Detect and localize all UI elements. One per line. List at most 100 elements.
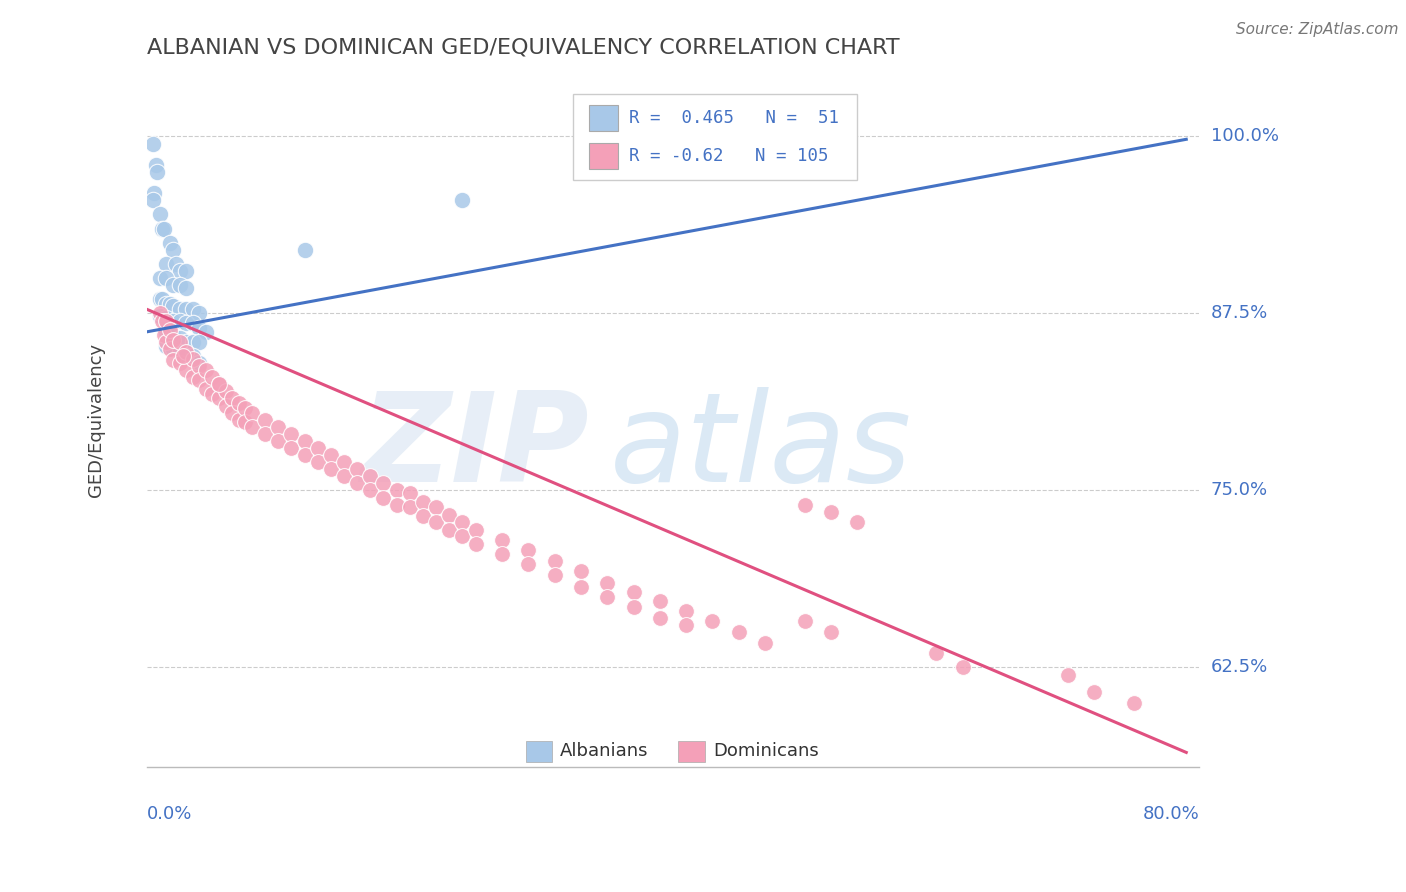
- Point: [181, 351, 204, 366]
- FancyBboxPatch shape: [526, 741, 553, 762]
- Point: [174, 349, 197, 363]
- Point: [294, 243, 316, 257]
- Point: [240, 406, 263, 420]
- Point: [233, 401, 256, 416]
- Point: [152, 221, 174, 235]
- Point: [162, 278, 184, 293]
- Point: [221, 392, 243, 406]
- Point: [543, 568, 565, 582]
- FancyBboxPatch shape: [589, 104, 619, 131]
- Point: [155, 310, 177, 325]
- Point: [214, 384, 236, 399]
- Point: [194, 325, 217, 339]
- Point: [569, 580, 592, 594]
- Point: [373, 491, 395, 505]
- Point: [925, 646, 948, 660]
- Text: 80.0%: 80.0%: [1143, 805, 1199, 823]
- Point: [491, 547, 513, 561]
- Point: [181, 349, 204, 363]
- Point: [636, 139, 658, 153]
- Point: [464, 537, 486, 551]
- Point: [181, 370, 204, 384]
- Point: [149, 271, 172, 285]
- Point: [1122, 696, 1144, 710]
- Point: [174, 302, 197, 317]
- Text: ALBANIAN VS DOMINICAN GED/EQUIVALENCY CORRELATION CHART: ALBANIAN VS DOMINICAN GED/EQUIVALENCY CO…: [146, 37, 900, 57]
- Point: [319, 462, 342, 476]
- Point: [142, 136, 165, 151]
- Point: [155, 334, 177, 349]
- Point: [174, 334, 197, 349]
- Text: ZIP: ZIP: [360, 387, 589, 508]
- Point: [169, 344, 191, 359]
- Text: Albanians: Albanians: [561, 742, 648, 760]
- Point: [174, 281, 197, 295]
- Point: [398, 500, 420, 515]
- Point: [152, 293, 174, 307]
- Point: [793, 498, 815, 512]
- Point: [307, 455, 329, 469]
- Point: [181, 302, 204, 317]
- Point: [1056, 667, 1078, 681]
- FancyBboxPatch shape: [589, 143, 619, 169]
- Point: [159, 296, 181, 310]
- Point: [359, 483, 381, 498]
- Text: Source: ZipAtlas.com: Source: ZipAtlas.com: [1236, 22, 1399, 37]
- Point: [793, 614, 815, 628]
- Point: [155, 339, 177, 353]
- Point: [240, 419, 263, 434]
- Point: [648, 611, 671, 625]
- Point: [155, 271, 177, 285]
- Point: [201, 387, 224, 401]
- Point: [188, 356, 211, 370]
- Text: Dominicans: Dominicans: [713, 742, 818, 760]
- Point: [145, 158, 167, 172]
- Point: [333, 455, 356, 469]
- FancyBboxPatch shape: [574, 94, 858, 180]
- Point: [149, 207, 172, 221]
- Text: 62.5%: 62.5%: [1211, 658, 1268, 676]
- Point: [188, 334, 211, 349]
- Point: [188, 373, 211, 387]
- Point: [702, 614, 724, 628]
- Point: [162, 342, 184, 356]
- Point: [425, 515, 447, 529]
- Point: [373, 476, 395, 491]
- Point: [254, 426, 277, 441]
- Point: [169, 313, 191, 327]
- Text: 75.0%: 75.0%: [1211, 482, 1268, 500]
- Point: [162, 353, 184, 368]
- Point: [146, 165, 169, 179]
- Point: [280, 441, 302, 455]
- Point: [412, 508, 434, 523]
- FancyBboxPatch shape: [678, 741, 704, 762]
- Point: [675, 618, 697, 632]
- Point: [174, 264, 197, 278]
- Point: [155, 257, 177, 271]
- Point: [596, 590, 619, 604]
- Point: [162, 313, 184, 327]
- Point: [159, 342, 181, 356]
- Point: [267, 434, 290, 448]
- Point: [439, 523, 461, 537]
- Point: [517, 557, 540, 571]
- Point: [194, 363, 217, 377]
- Point: [174, 344, 197, 359]
- Point: [307, 441, 329, 455]
- Point: [208, 377, 231, 392]
- Point: [169, 356, 191, 370]
- Point: [451, 193, 474, 207]
- Point: [294, 448, 316, 462]
- Point: [143, 186, 166, 200]
- Point: [333, 469, 356, 483]
- Text: R = -0.62   N = 105: R = -0.62 N = 105: [628, 147, 828, 165]
- Point: [142, 193, 165, 207]
- Point: [181, 317, 204, 331]
- Point: [319, 448, 342, 462]
- Point: [155, 296, 177, 310]
- Point: [169, 278, 191, 293]
- Point: [228, 412, 250, 426]
- Point: [228, 395, 250, 409]
- Point: [194, 382, 217, 396]
- Point: [169, 330, 191, 344]
